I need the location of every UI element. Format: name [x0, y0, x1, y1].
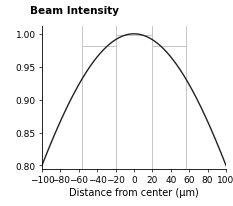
Text: Beam Intensity: Beam Intensity: [30, 6, 119, 16]
X-axis label: Distance from center (μm): Distance from center (μm): [69, 187, 199, 197]
